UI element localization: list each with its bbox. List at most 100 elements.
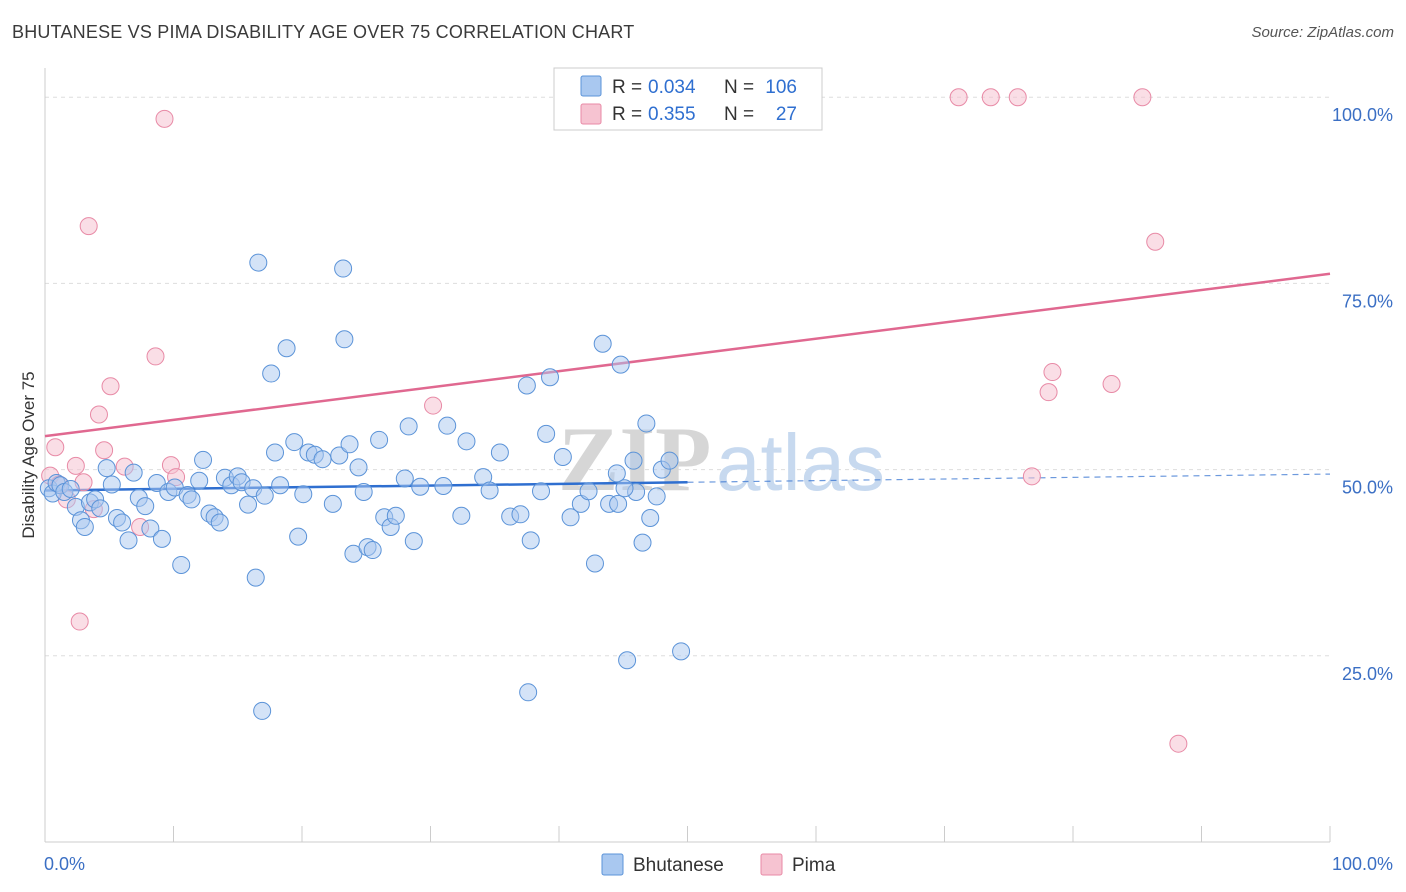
bhutanese-point-85 xyxy=(553,447,572,466)
bhutanese-point-22 xyxy=(152,529,171,548)
bhutanese-point-68 xyxy=(253,701,272,720)
bhutanese-point-25 xyxy=(172,555,191,574)
bhutanese-point-16 xyxy=(119,531,138,550)
x-tick-label-min: 0.0% xyxy=(44,854,85,874)
pima-point-27 xyxy=(1146,232,1165,251)
pima-point-9 xyxy=(95,441,114,460)
bhutanese-point-20 xyxy=(141,519,160,538)
bhutanese-point-8 xyxy=(75,517,94,536)
bhutanese-point-44 xyxy=(277,339,296,358)
y-tick-label-0: 25.0% xyxy=(1342,664,1393,684)
legend-swatch-pima xyxy=(580,103,602,125)
gridlines xyxy=(45,96,1330,657)
bhutanese-point-103 xyxy=(672,642,691,661)
bhutanese-point-104 xyxy=(609,494,628,513)
pima-point-26 xyxy=(1102,374,1121,393)
bhutanese-point-81 xyxy=(521,531,540,550)
bhutanese-point-13 xyxy=(102,475,121,494)
legend-n-value-pima: 27 xyxy=(776,104,797,125)
bhutanese-point-65 xyxy=(399,417,418,436)
pima-point-13 xyxy=(146,347,165,366)
bhutanese-point-59 xyxy=(363,541,382,560)
legend-r-value-pima: 0.355 xyxy=(648,104,696,125)
bhutanese-point-80 xyxy=(517,376,536,395)
bottom-legend-swatch-pima xyxy=(760,853,783,876)
bhutanese-point-106 xyxy=(607,464,626,483)
bhutanese-point-27 xyxy=(182,490,201,509)
pima-point-23 xyxy=(1022,467,1041,486)
legend-r-label-pima: R = xyxy=(612,104,642,125)
pima-point-8 xyxy=(89,405,108,424)
bhutanese-point-47 xyxy=(294,485,313,504)
bhutanese-point-52 xyxy=(330,446,349,465)
pima-point-10 xyxy=(101,377,120,396)
bhutanese-point-76 xyxy=(480,481,499,500)
pima-point-21 xyxy=(1008,88,1027,107)
bhutanese-point-91 xyxy=(611,355,630,374)
bhutanese-point-63 xyxy=(386,506,405,525)
bhutanese-point-39 xyxy=(246,568,265,587)
bhutanese-point-83 xyxy=(537,424,556,443)
pima-point-1 xyxy=(46,438,65,457)
bhutanese-point-28 xyxy=(190,471,209,490)
pima-point-20 xyxy=(981,88,1000,107)
bhutanese-point-99 xyxy=(519,683,538,702)
bhutanese-point-15 xyxy=(113,513,132,532)
bhutanese-point-41 xyxy=(262,364,281,383)
bhutanese-point-54 xyxy=(340,435,359,454)
chart-title: BHUTANESE VS PIMA DISABILITY AGE OVER 75… xyxy=(12,22,635,42)
pima-point-22 xyxy=(1133,88,1152,107)
pima-point-24 xyxy=(1039,383,1058,402)
legend-n-label-pima: N = xyxy=(724,104,754,125)
bhutanese-point-88 xyxy=(579,482,598,501)
pima-point-18 xyxy=(424,396,443,415)
bhutanese-point-19 xyxy=(136,497,155,516)
watermark-atlas: atlas xyxy=(716,418,885,507)
bhutanese-trend-extension xyxy=(687,473,1331,483)
bhutanese-point-45 xyxy=(285,433,304,452)
legend-r-label-bhutanese: R = xyxy=(612,77,642,98)
pima-point-25 xyxy=(1043,363,1062,382)
bhutanese-point-51 xyxy=(323,494,342,513)
y-tick-label-3: 100.0% xyxy=(1332,105,1393,125)
bhutanese-point-11 xyxy=(91,499,110,518)
legend-n-label-bhutanese: N = xyxy=(724,77,754,98)
bhutanese-point-92 xyxy=(618,651,637,670)
pima-point-28 xyxy=(1169,734,1188,753)
legend-r-value-bhutanese: 0.034 xyxy=(648,77,696,98)
bottom-legend-label-pima: Pima xyxy=(792,855,836,876)
bhutanese-point-12 xyxy=(97,459,116,478)
x-tick-label-max: 100.0% xyxy=(1332,854,1393,874)
bhutanese-point-98 xyxy=(647,487,666,506)
bhutanese-point-70 xyxy=(334,259,353,278)
bhutanese-point-102 xyxy=(660,451,679,470)
y-tick-labels: 25.0% 50.0% 75.0% 100.0% xyxy=(1332,105,1393,684)
bhutanese-point-56 xyxy=(349,458,368,477)
bhutanese-point-79 xyxy=(511,505,530,524)
bhutanese-point-53 xyxy=(335,330,354,349)
bottom-legend-swatch-bhutanese xyxy=(601,853,624,876)
bhutanese-point-69 xyxy=(249,253,268,272)
bhutanese-point-74 xyxy=(457,432,476,451)
bhutanese-point-50 xyxy=(313,450,332,469)
bhutanese-point-40 xyxy=(255,486,274,505)
bhutanese-point-97 xyxy=(641,509,660,528)
y-tick-label-1: 50.0% xyxy=(1342,478,1393,498)
bhutanese-point-89 xyxy=(593,334,612,353)
axes xyxy=(44,68,1331,843)
bhutanese-point-77 xyxy=(490,443,509,462)
bhutanese-point-93 xyxy=(624,451,643,470)
bhutanese-point-86 xyxy=(561,508,580,527)
pima-point-19 xyxy=(949,88,968,107)
bhutanese-point-105 xyxy=(615,479,634,498)
bhutanese-point-64 xyxy=(395,469,414,488)
pima-point-4 xyxy=(66,456,85,475)
bhutanese-point-32 xyxy=(210,513,229,532)
bhutanese-point-71 xyxy=(434,477,453,496)
bhutanese-point-43 xyxy=(271,476,290,495)
legend: R = 0.034 N = 106 R = 0.355 N = 27 xyxy=(553,67,823,131)
pima-point-17 xyxy=(70,612,89,631)
bhutanese-point-37 xyxy=(239,495,258,514)
bottom-legend: Bhutanese Pima xyxy=(601,853,836,876)
bhutanese-point-17 xyxy=(124,463,143,482)
